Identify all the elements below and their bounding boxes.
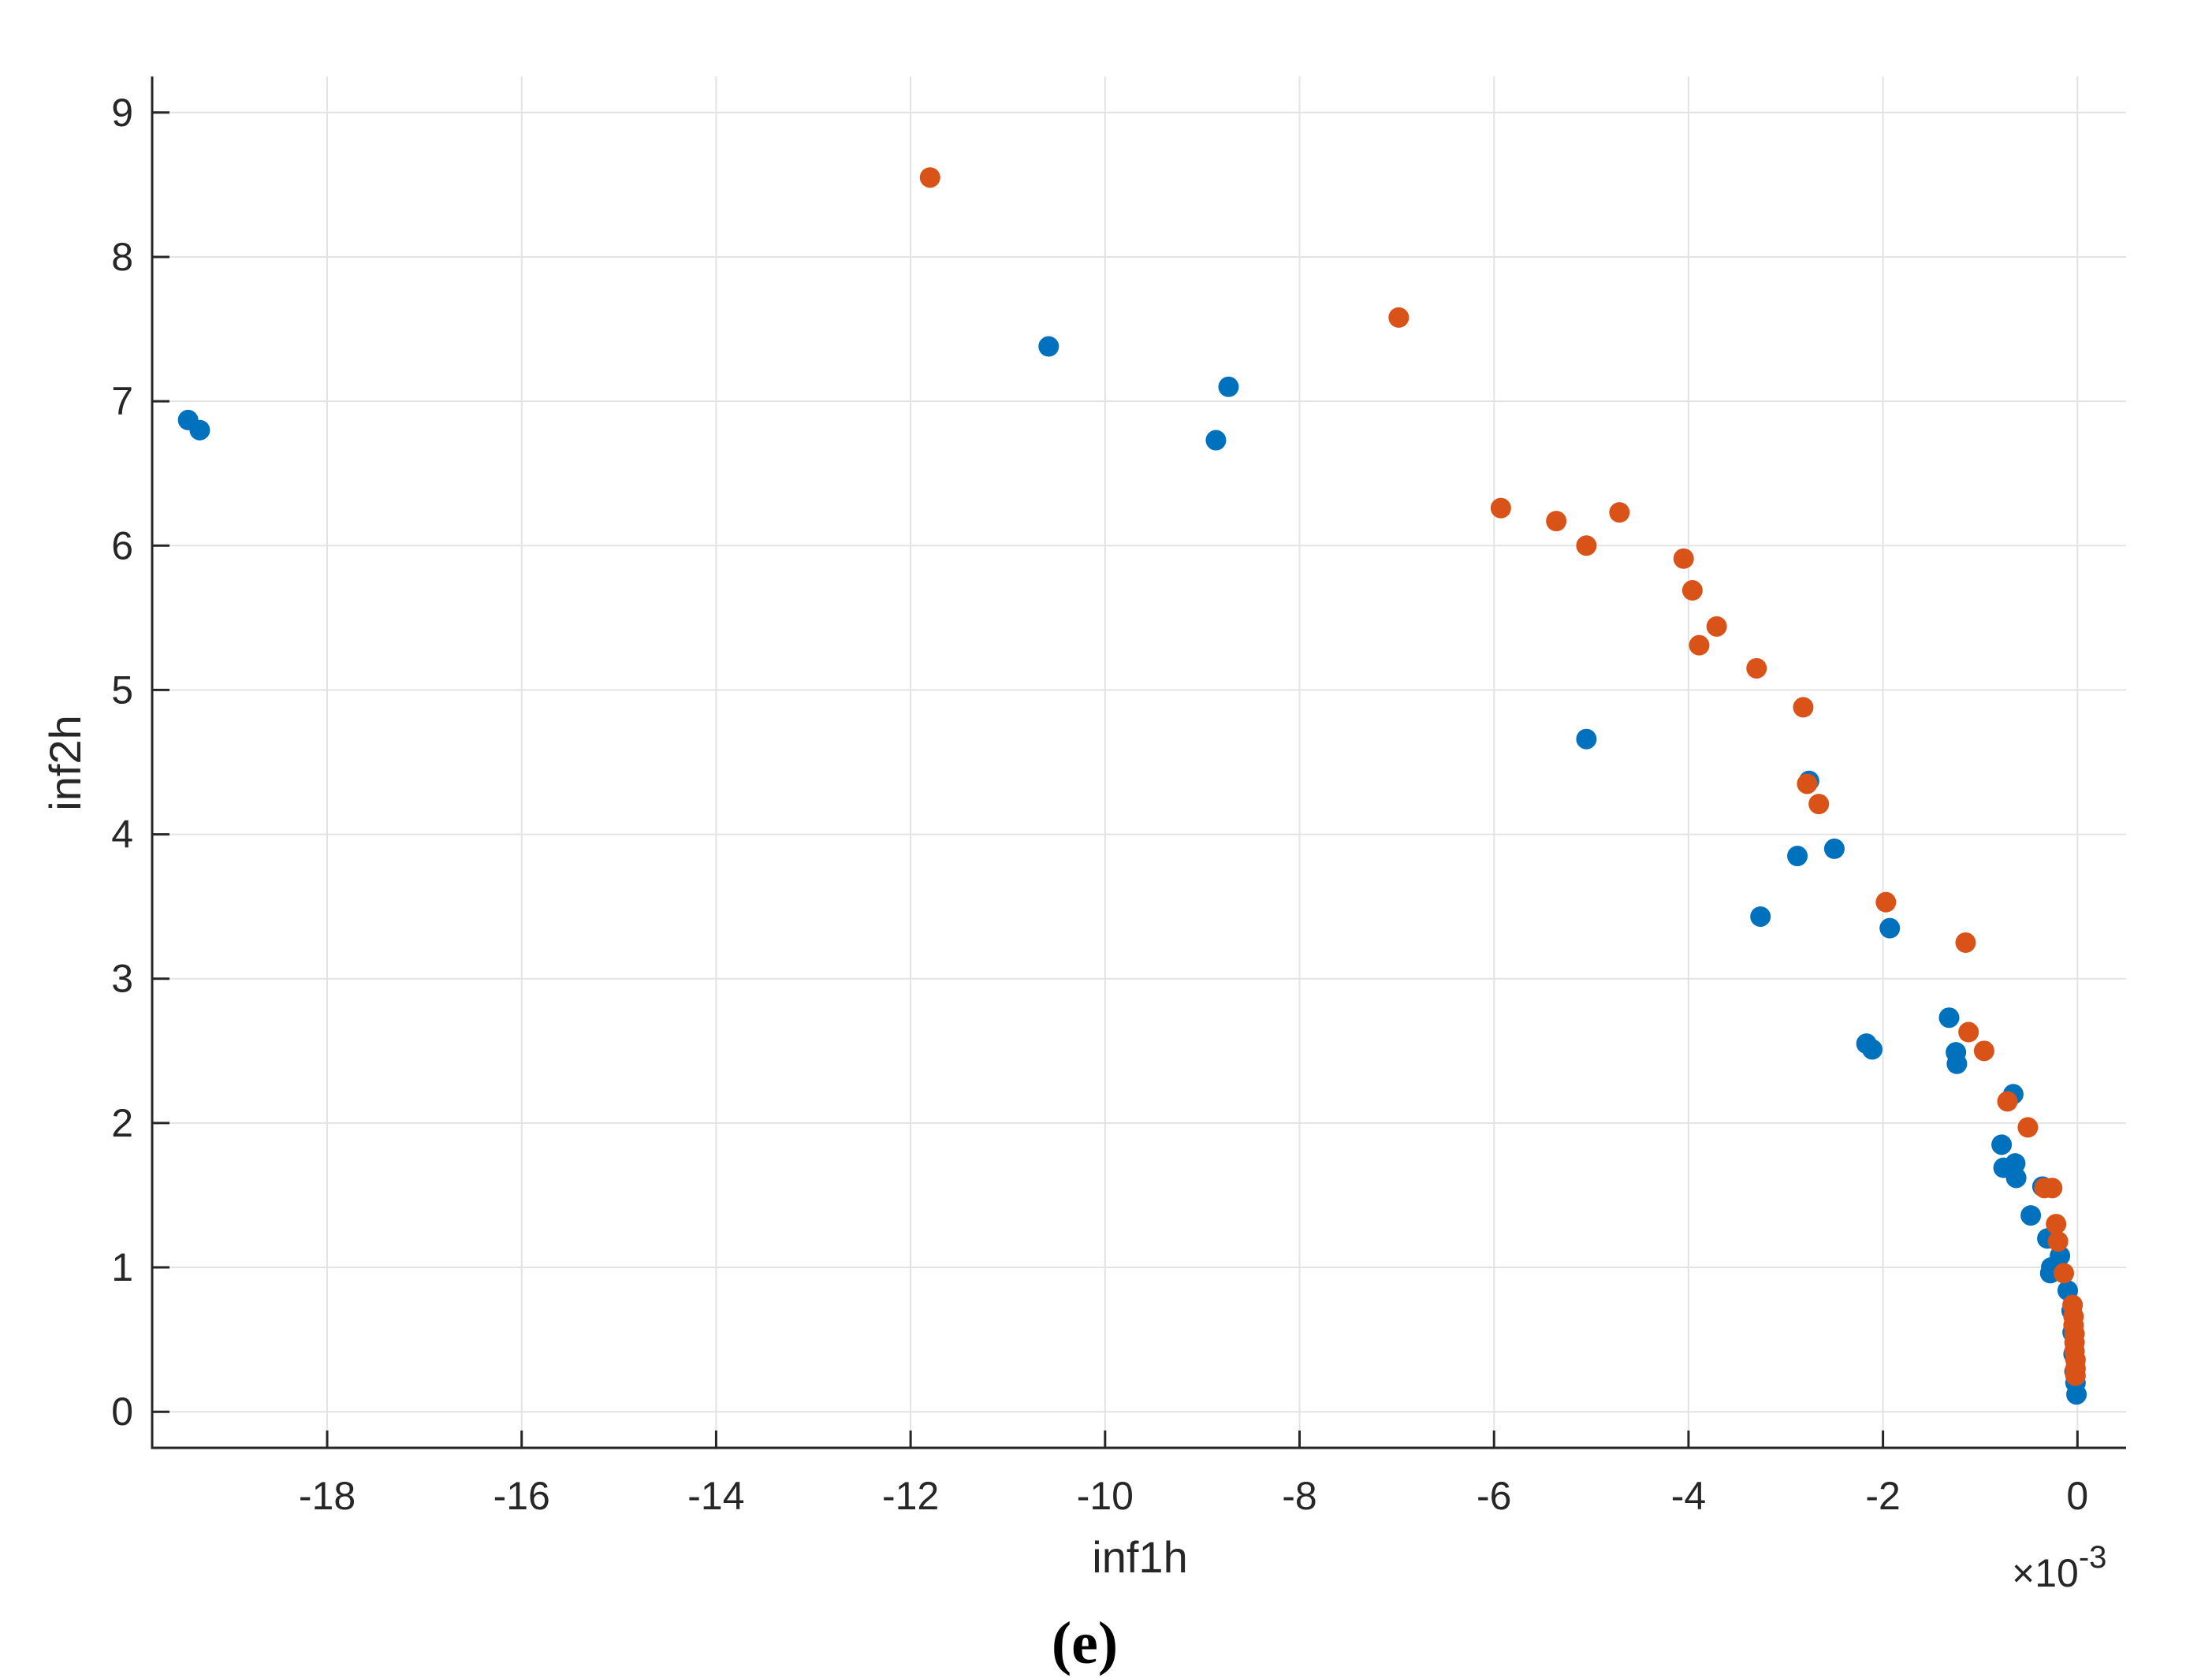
data-point xyxy=(1879,917,1901,939)
data-point xyxy=(2005,1167,2027,1189)
data-point xyxy=(1797,773,1818,794)
data-point xyxy=(1973,1040,1994,1062)
x-exponent-label: ×10-3 xyxy=(2012,1540,2106,1595)
data-point xyxy=(1038,336,1059,357)
data-point xyxy=(2065,1365,2086,1386)
y-tick-label: 0 xyxy=(111,1390,133,1434)
y-axis-label: inf2h xyxy=(40,715,90,810)
data-point xyxy=(1938,1007,1960,1029)
y-tick-label: 2 xyxy=(111,1101,133,1145)
data-point xyxy=(919,167,940,188)
series-1 xyxy=(177,336,2087,1405)
data-point xyxy=(2046,1214,2067,1235)
data-point xyxy=(2017,1117,2039,1138)
data-point xyxy=(1875,891,1897,913)
y-tick-label: 4 xyxy=(111,813,133,857)
y-tick-label: 7 xyxy=(111,379,133,423)
axis-frame xyxy=(151,76,2126,1449)
x-tick-label: -6 xyxy=(1477,1474,1511,1518)
data-point xyxy=(1609,502,1630,523)
data-point xyxy=(1673,548,1694,569)
panel-label: (e) xyxy=(1052,1610,1118,1676)
data-point xyxy=(2047,1231,2069,1252)
data-point xyxy=(1997,1091,2018,1112)
x-tick-label: -12 xyxy=(882,1474,939,1518)
x-axis-label: inf1h xyxy=(1092,1532,1187,1582)
y-tick-label: 5 xyxy=(111,668,133,712)
y-tick-label: 1 xyxy=(111,1245,133,1289)
data-point xyxy=(1490,497,1511,519)
data-point xyxy=(1546,511,1567,532)
data-point xyxy=(1808,794,1830,815)
data-point xyxy=(1955,932,1976,953)
x-tick-label: -4 xyxy=(1671,1474,1706,1518)
data-point xyxy=(1862,1039,1883,1060)
data-point xyxy=(2054,1263,2075,1284)
data-point xyxy=(1218,376,1239,397)
data-point xyxy=(1750,906,1771,927)
data-point xyxy=(1706,616,1727,637)
y-tick-label: 3 xyxy=(111,957,133,1001)
y-tick-label: 6 xyxy=(111,523,133,567)
data-point xyxy=(1958,1021,1979,1043)
data-point xyxy=(1576,728,1597,750)
tick-labels: -18 -16 -14 -12 -10 -8 -6 -4 -2 0 0 1 2 3 4 5 6 7 8 9 xyxy=(111,91,2088,1518)
grid-lines xyxy=(152,76,2126,1448)
y-tick-label: 9 xyxy=(111,91,133,135)
data-point xyxy=(2066,1384,2087,1405)
x-exponent-power: -3 xyxy=(2079,1540,2107,1575)
data-point xyxy=(1793,697,1814,718)
x-tick-label: -2 xyxy=(1865,1474,1900,1518)
x-tick-label: -18 xyxy=(299,1474,356,1518)
x-tick-label: -10 xyxy=(1077,1474,1134,1518)
data-point xyxy=(1787,846,1808,867)
data-point xyxy=(1689,634,1710,656)
data-point xyxy=(1576,535,1597,556)
data-point xyxy=(1991,1134,2013,1155)
y-tick-label: 8 xyxy=(111,235,133,279)
data-point xyxy=(1205,430,1227,451)
data-point xyxy=(2020,1205,2042,1226)
data-points xyxy=(177,167,2087,1405)
x-exponent-base: ×10 xyxy=(2012,1551,2079,1595)
data-point xyxy=(189,419,210,441)
x-tick-label: 0 xyxy=(2066,1474,2088,1518)
data-point xyxy=(1946,1053,1968,1074)
x-tick-label: -14 xyxy=(687,1474,744,1518)
x-tick-label: -8 xyxy=(1282,1474,1316,1518)
data-point xyxy=(1823,838,1845,859)
data-point xyxy=(2042,1178,2063,1199)
series-2 xyxy=(919,167,2086,1386)
data-point xyxy=(1388,307,1409,328)
data-point xyxy=(1681,580,1703,601)
axes xyxy=(151,76,2126,1449)
data-point xyxy=(1746,657,1767,679)
x-tick-label: -16 xyxy=(493,1474,550,1518)
